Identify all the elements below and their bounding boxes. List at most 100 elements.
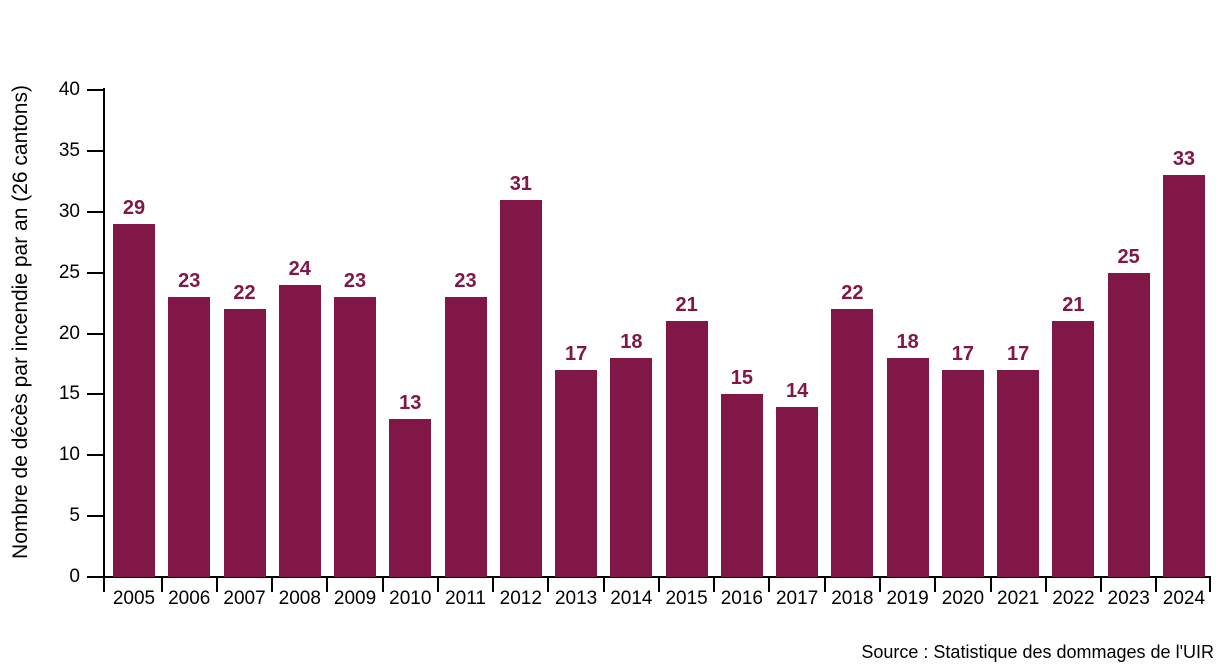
bar-value-label: 24 [288,257,311,280]
x-tick [271,578,274,592]
bar [997,370,1040,577]
x-tick [879,578,881,592]
x-tick-label: 2023 [1107,588,1150,609]
y-tick-label: 25 [58,261,80,283]
y-tick [87,332,103,335]
x-tick [989,578,992,592]
x-tick-label: 2019 [886,588,929,609]
x-tick-label: 2006 [168,588,211,609]
x-tick [602,578,605,592]
bar [168,296,211,577]
x-tick [492,578,495,592]
x-tick-label: 2020 [941,588,985,609]
x-tick [215,578,218,592]
x-tick-label: 2015 [665,588,708,609]
bar [720,394,763,577]
x-tick [657,578,660,592]
x-tick-label: 2018 [831,588,874,609]
x-tick-label: 2021 [997,588,1040,609]
x-tick-label: 2012 [499,588,542,609]
bar-value-label: 17 [1007,343,1030,366]
bar-value-label: 29 [122,196,146,219]
bar [831,309,874,577]
bar [278,284,321,577]
x-tick-label: 2014 [610,588,653,609]
y-tick-label: 5 [69,505,80,527]
y-tick-label: 0 [69,566,80,587]
y-axis-line [103,88,105,592]
x-tick [381,578,384,592]
bar-value-label: 22 [233,282,256,305]
y-tick [87,210,103,213]
bar-value-label: 18 [896,330,919,353]
x-tick-label: 2009 [333,588,377,609]
y-tick [87,576,103,578]
x-tick [934,578,937,592]
bar [1052,321,1095,577]
y-tick-label: 40 [58,79,80,100]
x-tick [160,578,163,592]
bar-value-label: 17 [951,343,975,366]
bar [665,321,708,577]
y-tick-label: 10 [58,444,80,466]
bar-value-label: 14 [785,379,809,402]
x-tick [1044,578,1047,592]
bar-value-label: 23 [178,269,201,292]
x-tick [326,578,329,592]
bar [555,370,598,577]
bar [941,370,984,577]
bar [444,296,487,577]
bar-value-label: 21 [1062,294,1085,317]
y-tick-label: 30 [58,200,80,222]
bar-value-label: 22 [841,282,864,305]
x-tick [713,578,716,592]
y-tick [87,454,103,457]
y-tick-label: 20 [58,322,80,344]
x-tick [1155,578,1158,592]
bar [113,223,155,577]
bar-value-label: 33 [1172,148,1196,171]
bar-value-label: 31 [509,172,532,195]
bar-value-label: 23 [343,269,367,292]
bar [499,199,542,577]
bar [610,357,653,577]
y-tick-label: 35 [58,139,80,161]
x-tick [547,578,550,592]
bar-value-label: 21 [675,294,698,317]
x-tick-label: 2024 [1162,588,1206,609]
bar [334,296,377,577]
y-tick [87,271,103,274]
source-note: Source : Statistique des dommages de l'U… [861,642,1214,662]
bar [1162,175,1205,577]
x-tick [768,578,771,592]
x-tick [823,578,826,592]
x-tick [1209,578,1211,592]
y-tick [87,393,103,396]
y-tick [87,149,103,152]
x-tick-label: 2010 [389,588,432,609]
x-tick-label: 2008 [278,588,321,609]
bar-value-label: 15 [730,367,753,390]
bar-value-label: 18 [620,330,643,353]
x-tick-label: 2017 [775,588,819,609]
x-tick-label: 2016 [720,588,763,609]
x-tick-label: 2011 [445,588,486,609]
bar [776,406,819,577]
y-tick [87,515,103,518]
x-tick-label: 2007 [223,588,266,609]
bar-value-label: 23 [454,269,477,292]
bar-value-label: 17 [564,343,588,366]
x-axis-line [103,576,1211,578]
x-tick [436,578,439,592]
y-tick-label: 15 [58,383,80,405]
bar-value-label: 25 [1117,245,1140,268]
x-tick-label: 2013 [554,588,598,609]
bar [223,309,266,577]
y-tick [87,89,103,91]
x-tick-label: 2005 [112,588,156,609]
x-tick-label: 2022 [1052,588,1095,609]
bar [1107,272,1150,577]
bar [886,357,929,577]
bar-value-label: 13 [399,391,422,414]
